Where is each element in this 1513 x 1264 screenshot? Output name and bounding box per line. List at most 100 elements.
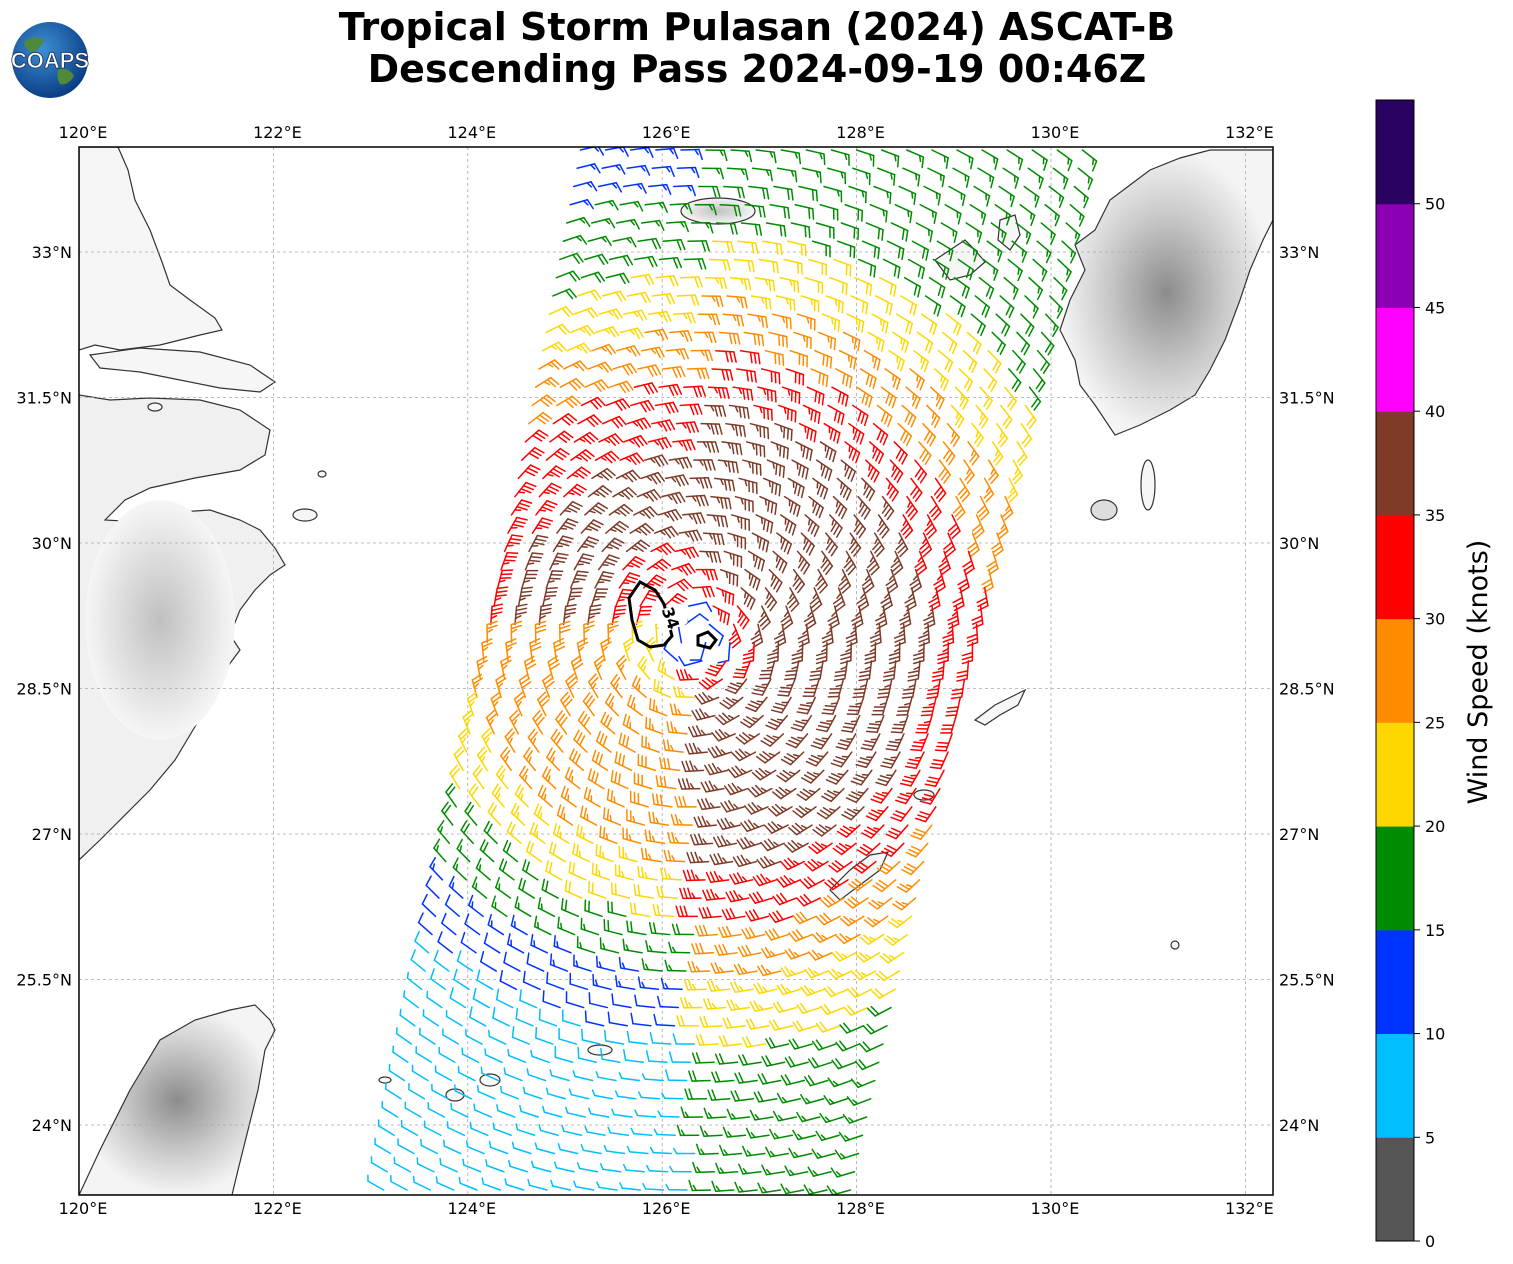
wind-barb	[758, 660, 776, 680]
wind-barb	[614, 751, 633, 772]
wind-barb	[800, 1094, 825, 1105]
taiwan	[79, 1004, 276, 1195]
wind-barb	[911, 240, 930, 261]
wind-barb	[801, 769, 825, 784]
wind-barb	[446, 1121, 466, 1137]
wind-barb	[590, 217, 616, 229]
wind-barb	[576, 1162, 599, 1173]
wind-barb	[709, 853, 734, 866]
wind-barb	[557, 916, 576, 936]
wind-barb	[885, 477, 899, 502]
wind-barb	[832, 495, 848, 520]
wind-barb	[435, 1176, 455, 1191]
wind-barb	[579, 805, 598, 826]
wind-barb	[1077, 167, 1094, 190]
wind-barb	[420, 1138, 439, 1155]
wind-barb	[675, 421, 700, 434]
wind-barb	[1011, 240, 1028, 263]
wind-barb	[999, 295, 1015, 319]
wind-barb	[510, 914, 528, 936]
wind-barb	[669, 202, 693, 215]
contour-34kt	[627, 580, 718, 650]
wind-barb	[569, 570, 589, 589]
wind-barb	[765, 714, 789, 731]
wind-barb	[711, 368, 734, 381]
wind-barb	[651, 419, 676, 432]
wind-barb	[794, 203, 815, 220]
wind-barb	[549, 841, 567, 863]
wind-barb	[831, 386, 849, 407]
lon-tick-label-top: 120°E	[59, 123, 108, 142]
colorbar-tick-label: 35	[1425, 506, 1445, 525]
wind-barb	[662, 238, 686, 251]
wind-barb	[806, 386, 825, 406]
wind-barb	[702, 888, 726, 901]
wind-barb	[865, 459, 880, 483]
wind-barb	[603, 1029, 625, 1045]
colorbar-tick-label: 15	[1425, 921, 1445, 940]
wind-barb	[605, 692, 620, 717]
wind-barb	[802, 404, 821, 425]
wind-barb	[825, 769, 849, 785]
wind-barb	[929, 495, 942, 521]
wind-barb	[1015, 222, 1032, 245]
wind-barb	[802, 678, 820, 698]
wind-barb	[927, 167, 945, 188]
wind-barb	[481, 1177, 502, 1191]
wind-barb	[503, 951, 521, 972]
wind-barb	[823, 185, 843, 203]
wind-barb	[668, 456, 693, 469]
wind-barb	[982, 258, 999, 281]
wind-barb	[643, 454, 669, 467]
wind-barb	[848, 185, 867, 204]
colorbar-tick-label: 30	[1425, 610, 1445, 629]
wind-barb	[848, 422, 865, 445]
wind-barb	[580, 271, 606, 283]
wind-barb	[863, 915, 889, 928]
wind-barb	[522, 859, 539, 881]
colorbar-tick-label: 20	[1425, 817, 1445, 836]
wind-barb	[559, 377, 585, 391]
wind-barb	[438, 1046, 456, 1064]
wind-barb	[846, 696, 865, 716]
wind-barb	[741, 927, 766, 940]
wind-barb	[546, 971, 565, 991]
wind-barb	[679, 887, 702, 900]
wind-barb	[803, 1075, 829, 1087]
wind-barb	[800, 876, 825, 890]
wind-barb	[969, 203, 987, 226]
wind-barb	[1019, 203, 1036, 227]
wind-barb	[842, 1113, 868, 1124]
wind-barb	[658, 256, 683, 269]
wind-barb	[876, 860, 901, 875]
wind-barb	[661, 1092, 684, 1100]
wind-barb	[715, 222, 738, 235]
plot-title-line2: Descending Pass 2024-09-19 00:46Z	[367, 47, 1147, 91]
wind-barb	[649, 1146, 673, 1155]
wind-barb	[495, 988, 514, 1009]
wind-barb	[570, 655, 584, 680]
wind-barb	[669, 1165, 692, 1173]
wind-barb	[884, 368, 901, 390]
wind-barb	[675, 905, 698, 918]
wind-barb	[691, 942, 715, 955]
wind-barb	[889, 459, 904, 484]
wind-barb	[736, 836, 762, 850]
wind-barb	[661, 491, 686, 505]
wind-barb	[852, 404, 869, 427]
wind-barb	[923, 605, 936, 630]
wind-barb	[729, 276, 752, 291]
wind-barb	[646, 1164, 669, 1173]
wind-barb	[1069, 203, 1085, 227]
wind-barb	[845, 623, 858, 648]
wind-barb	[666, 721, 688, 735]
wind-barb	[973, 185, 991, 207]
wind-barb	[780, 966, 806, 978]
wind-barb	[721, 907, 746, 921]
wind-barb	[865, 806, 889, 822]
wind-barb	[726, 1108, 751, 1120]
wind-barb	[855, 952, 881, 963]
wind-barb	[651, 292, 676, 305]
wind-barb	[871, 313, 889, 334]
wind-barb	[700, 780, 725, 793]
